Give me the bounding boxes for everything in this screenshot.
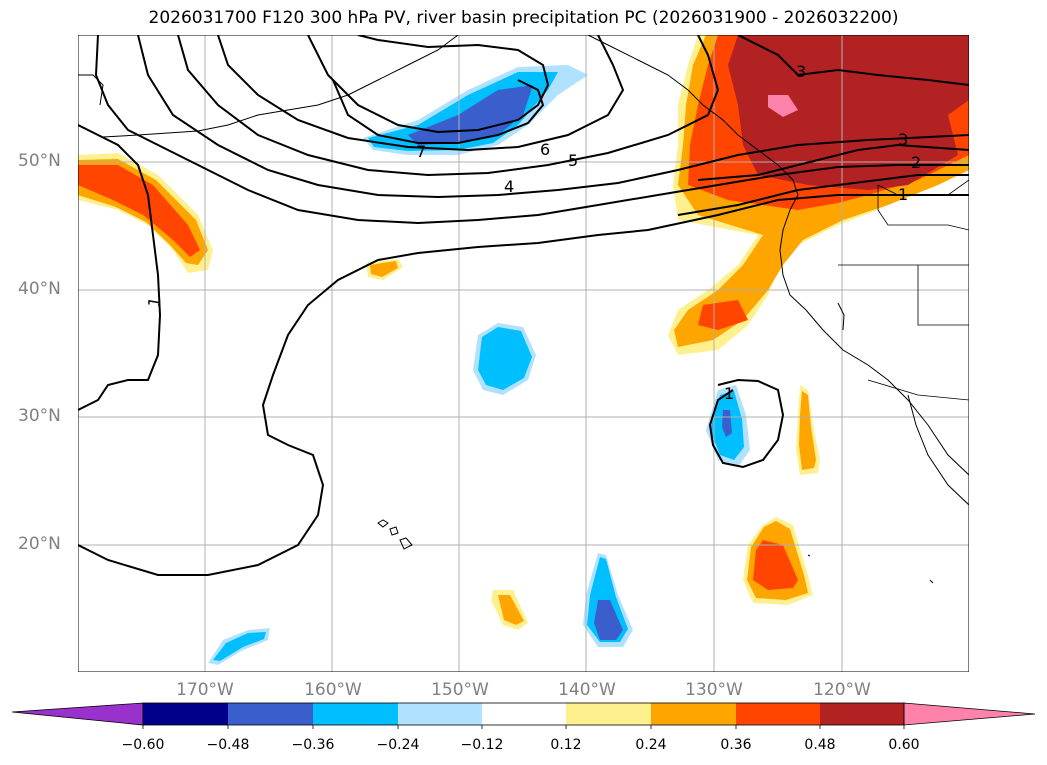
colorbar-label-neg060: −0.60	[121, 737, 165, 753]
colorbar-label-012: 0.12	[550, 737, 582, 753]
colorbar-label-neg036: −0.36	[291, 737, 335, 753]
colorbar-label-neg048: −0.48	[206, 737, 250, 753]
lon-label-150w: 150°W	[431, 680, 489, 700]
colorbar-c7	[651, 703, 736, 725]
contour-label-6: 6	[540, 140, 550, 159]
colorbar-label-036: 0.36	[720, 737, 752, 753]
negative-anomaly-tropical	[583, 553, 633, 647]
positive-anomaly-tropical-central-core	[498, 595, 524, 625]
lat-label-50n: 50°N	[18, 151, 61, 171]
contour-label-5: 5	[568, 151, 578, 170]
colorbar-under	[11, 702, 144, 726]
pv-contours	[78, 35, 969, 576]
contour-labels: 7 6 5 4 3 3 2 1 1 1	[144, 62, 921, 403]
colorbar-label-neg012: −0.12	[460, 737, 504, 753]
contour-label-2: 2	[911, 153, 921, 172]
map-title: 2026031700 F120 300 hPa PV, river basin …	[148, 8, 899, 28]
map-plot: 7 6 5 4 3 3 2 1 1 1	[78, 35, 969, 672]
contour-label-7: 7	[416, 142, 426, 161]
lon-label-170w: 170°W	[176, 680, 234, 700]
positive-anomaly-tropical-east-core	[753, 540, 798, 590]
lon-label-120w: 120°W	[813, 680, 871, 700]
colorbar-c8	[736, 703, 820, 725]
lon-label-140w: 140°W	[558, 680, 616, 700]
contour-label-4: 4	[504, 177, 514, 196]
colorbar-label-060: 0.60	[888, 737, 920, 753]
lat-label-20n: 20°N	[18, 534, 61, 554]
colorbar-c2	[228, 703, 313, 725]
coastlines	[78, 35, 969, 584]
negative-anomaly-southwest	[208, 628, 270, 665]
colorbar-c6	[566, 703, 651, 725]
colorbar-over	[903, 702, 1036, 726]
lat-label-40n: 40°N	[18, 279, 61, 299]
positive-anomaly-coast-south-core	[799, 391, 816, 470]
lon-label-160w: 160°W	[304, 680, 362, 700]
colorbar-label-neg024: −0.24	[376, 737, 420, 753]
positive-anomaly-west	[78, 153, 213, 273]
positive-anomaly-northwest	[668, 35, 969, 355]
positive-anomaly-small-north-core	[370, 261, 398, 277]
colorbar-c1	[143, 703, 228, 725]
negative-anomaly-central	[473, 323, 536, 395]
colorbar	[11, 702, 1036, 729]
contour-label-1-south: 1	[724, 384, 734, 403]
lat-label-30n: 30°N	[18, 406, 61, 426]
contour-label-3-north: 3	[796, 62, 806, 81]
colorbar-c9	[820, 703, 904, 725]
contour-label-1-west: 1	[144, 295, 164, 308]
colorbar-c4	[398, 703, 482, 725]
contour-label-3-east: 3	[898, 130, 908, 149]
lon-label-130w: 130°W	[685, 680, 743, 700]
contour-label-1-east: 1	[898, 185, 908, 204]
colorbar-c3	[313, 703, 398, 725]
colorbar-label-024: 0.24	[635, 737, 667, 753]
colorbar-c5	[482, 703, 566, 725]
colorbar-label-048: 0.48	[804, 737, 836, 753]
